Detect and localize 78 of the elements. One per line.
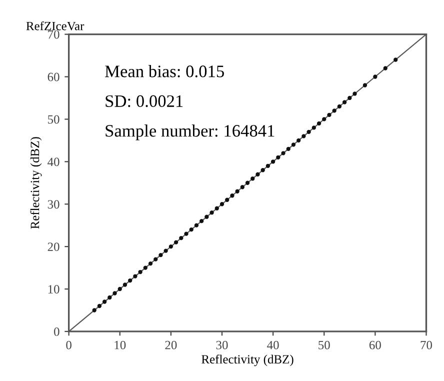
point — [194, 223, 199, 228]
point — [312, 126, 316, 130]
point — [342, 100, 347, 104]
point — [332, 108, 336, 113]
y-tick-label: 20 — [48, 242, 60, 252]
point — [281, 151, 286, 156]
point — [210, 210, 214, 215]
x-tick-label: 30 — [216, 340, 228, 350]
x-tick-label: 60 — [369, 340, 381, 350]
point — [327, 112, 332, 118]
point — [296, 138, 301, 143]
y-tick-label: 50 — [48, 115, 60, 124]
x-tick-label: 40 — [267, 340, 279, 350]
y-axis-title: Reflectivity (dBZ) — [30, 137, 42, 229]
point — [260, 168, 265, 172]
annotation: Sample number: 164841 — [106, 124, 274, 140]
point — [394, 58, 398, 62]
point — [225, 198, 230, 202]
point — [154, 257, 158, 262]
point — [158, 252, 163, 258]
chart-title: RefZIceVar — [26, 21, 84, 30]
y-tick-label: 10 — [48, 285, 60, 294]
point — [97, 304, 102, 308]
point — [270, 160, 276, 164]
point — [302, 134, 306, 138]
y-tick-label: 30 — [48, 200, 60, 209]
point — [214, 206, 219, 210]
point — [306, 130, 311, 134]
point — [189, 227, 194, 232]
x-axis-title: Reflectivity (dBZ) — [202, 354, 294, 366]
point — [230, 194, 234, 198]
point — [322, 117, 326, 122]
point — [199, 219, 204, 224]
point — [112, 291, 117, 296]
y-tick-label: 0 — [54, 327, 60, 336]
point — [118, 286, 122, 292]
point — [138, 270, 142, 274]
point — [133, 274, 138, 278]
y-tick-label: 70 — [48, 30, 60, 39]
point — [122, 282, 128, 287]
point — [256, 172, 260, 176]
x-tick-label: 20 — [165, 340, 177, 350]
x-tick-label: 70 — [420, 340, 432, 350]
point — [362, 83, 368, 88]
point — [316, 121, 322, 126]
point — [266, 164, 270, 168]
point — [373, 74, 378, 79]
point — [143, 266, 148, 270]
point — [128, 278, 132, 283]
x-tick-label: 0 — [66, 340, 72, 350]
point — [383, 66, 388, 70]
point — [168, 244, 174, 249]
point — [337, 104, 342, 109]
point — [291, 142, 296, 147]
point — [164, 248, 168, 253]
point — [108, 295, 112, 300]
y-tick-label: 40 — [48, 158, 60, 166]
point — [240, 185, 245, 190]
point — [348, 96, 352, 100]
point — [184, 232, 188, 236]
point — [352, 92, 357, 96]
point — [286, 146, 290, 151]
point — [276, 155, 280, 160]
x-tick-label: 50 — [318, 340, 330, 350]
y-tick-label: 60 — [48, 72, 60, 82]
point — [102, 300, 107, 304]
annotation: SD: 0.0021 — [106, 95, 183, 108]
point — [220, 202, 224, 206]
x-tick-label: 10 — [114, 340, 126, 350]
point — [179, 236, 184, 240]
point — [235, 189, 240, 194]
point — [148, 261, 153, 266]
point — [250, 176, 255, 181]
point — [92, 308, 96, 312]
annotation: Mean bias: 0.015 — [105, 65, 224, 78]
point — [174, 240, 178, 244]
point — [204, 214, 209, 219]
point — [245, 180, 250, 185]
